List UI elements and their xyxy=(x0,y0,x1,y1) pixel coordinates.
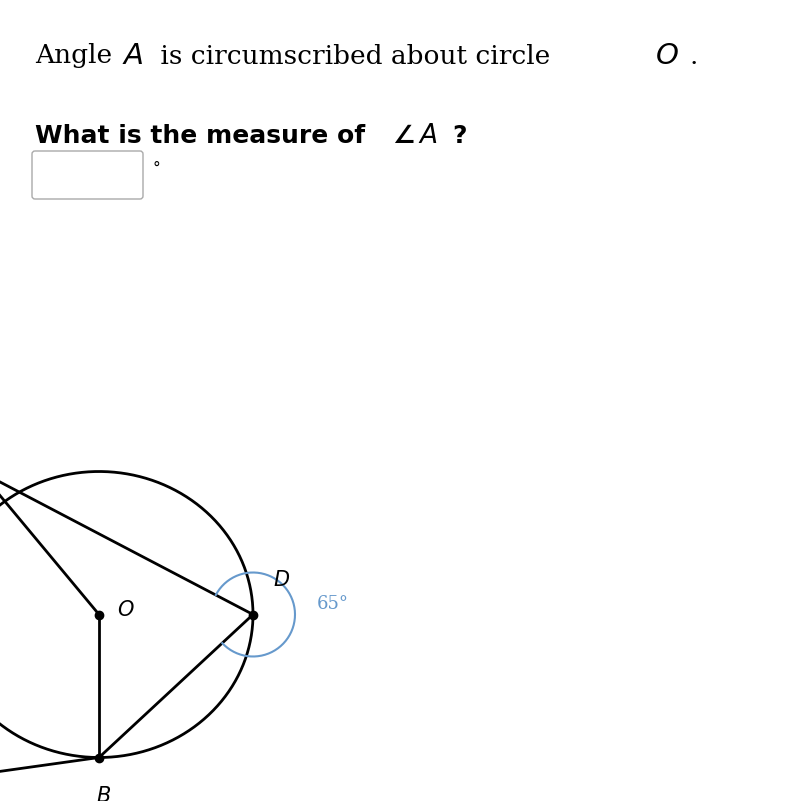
FancyBboxPatch shape xyxy=(32,151,143,199)
Text: 65°: 65° xyxy=(316,595,348,613)
Text: is circumscribed about circle: is circumscribed about circle xyxy=(152,43,558,69)
Text: ?: ? xyxy=(452,124,466,148)
Text: $\it{A}$: $\it{A}$ xyxy=(122,42,143,70)
Text: Angle: Angle xyxy=(35,43,121,69)
Text: $\mathit{A}$: $\mathit{A}$ xyxy=(418,123,438,149)
Text: °: ° xyxy=(152,160,160,175)
Text: ∠: ∠ xyxy=(392,124,414,148)
Text: $\it{O}$: $\it{O}$ xyxy=(117,599,134,619)
Text: $\it{O}$: $\it{O}$ xyxy=(655,42,678,70)
Text: What is the measure of: What is the measure of xyxy=(35,124,374,148)
Text: $\it{D}$: $\it{D}$ xyxy=(273,570,290,590)
Text: .: . xyxy=(690,43,698,69)
Text: $\it{B}$: $\it{B}$ xyxy=(97,786,111,801)
